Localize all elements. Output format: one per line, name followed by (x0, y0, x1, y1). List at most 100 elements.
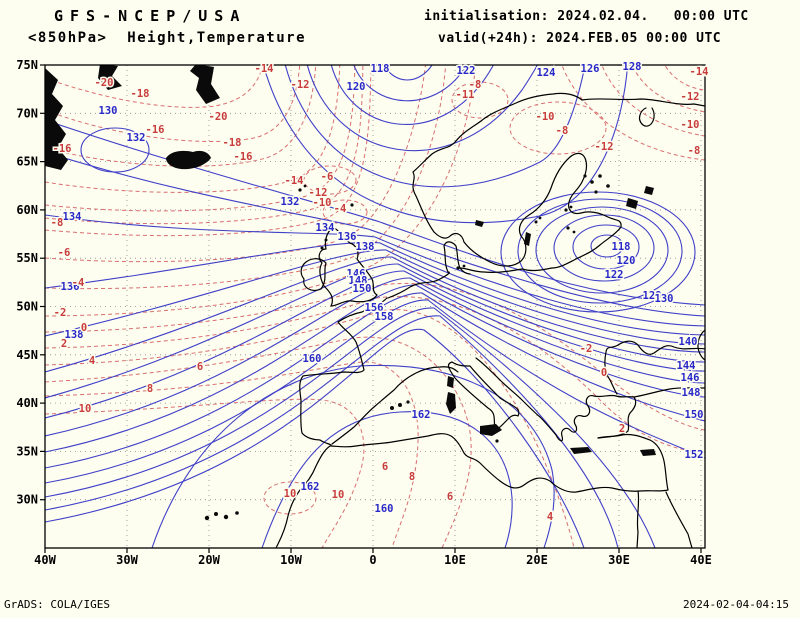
valid-time: valid(+24h): 2024.FEB.05 00:00 UTC (438, 31, 722, 46)
temp-contour-label: 4 (89, 355, 95, 367)
temp-contour-label: -18 (131, 88, 150, 100)
coastlines (275, 92, 705, 548)
temp-contour-label: -16 (53, 143, 72, 155)
height-contour-label: 160 (303, 353, 322, 365)
temp-contour-label: -12 (309, 187, 328, 199)
level-field-title: <850hPa> Height,Temperature (28, 30, 307, 46)
temp-contour-label: -4 (72, 277, 85, 289)
temp-contour-label: 2 (61, 338, 67, 350)
height-contours-path (45, 249, 705, 345)
faroe-island (303, 184, 307, 188)
coast-adriatic-greece-blacksea-south (475, 357, 705, 442)
balearic-island (398, 403, 402, 407)
temp-contour-label: 8 (147, 383, 153, 395)
temp-contours-path (631, 65, 705, 113)
coast-great-britain (318, 226, 378, 307)
height-contour-label: 140 (679, 336, 698, 348)
temp-contours-path (45, 65, 447, 290)
height-contours-path (590, 234, 624, 258)
coast-baltic (433, 152, 622, 273)
temp-contours-path (263, 481, 317, 515)
temp-contour-label: 10 (79, 403, 92, 415)
corsica (447, 376, 454, 388)
lon-tick-label: 10W (280, 553, 302, 567)
lon-tick-label: 20W (198, 553, 220, 567)
height-contour-label: 158 (375, 311, 394, 323)
height-contour-label: 148 (349, 275, 368, 287)
height-contours-path (45, 270, 705, 419)
lon-tick-label: 0 (369, 553, 376, 567)
lat-tick-label: 60N (16, 203, 38, 217)
coast-norway (412, 92, 705, 233)
temp-contour-label: -18 (223, 137, 242, 149)
height-contours-path (45, 299, 705, 484)
finnish-lake (583, 174, 587, 178)
temp-contour-label: -14 (255, 63, 274, 75)
height-contours-path (572, 224, 640, 270)
estonian-island (572, 230, 576, 234)
height-contours-path (45, 307, 656, 548)
coast-morocco (275, 445, 331, 548)
finnish-lake (590, 180, 594, 184)
temp-contour-label: 6 (447, 491, 453, 503)
temp-contours-path (561, 65, 705, 161)
temp-contours-path (45, 336, 472, 548)
temp-contour-label: 0 (601, 367, 607, 379)
sicily (480, 424, 502, 436)
coast-atlantic-france-iberia (299, 297, 388, 447)
temp-contour-label: -4 (334, 203, 347, 215)
temp-contours-path (45, 361, 419, 548)
temp-contour-label: -20 (209, 111, 228, 123)
height-contours-path (284, 65, 586, 188)
finnish-lake (594, 190, 598, 194)
temp-contours-path (664, 65, 705, 91)
danish-island (462, 264, 466, 268)
temp-contour-label: -14 (690, 66, 709, 78)
height-contour-label: 136 (338, 231, 357, 243)
temp-contours-path (45, 65, 426, 263)
coast-turkey-levant-africa (330, 433, 669, 493)
height-contour-label: 148 (682, 387, 701, 399)
initialisation-time: initialisation: 2024.02.04. 00:00 UTC (424, 9, 749, 24)
height-contour-label: 146 (681, 372, 700, 384)
height-contour-label: 138 (65, 329, 84, 341)
balearic-island (390, 406, 394, 410)
malta (495, 439, 499, 443)
height-contour-label: 118 (371, 63, 390, 75)
temp-contours-path (45, 65, 364, 225)
stockholm-archipelago (538, 216, 542, 220)
temp-contours-path (45, 65, 264, 108)
canary-island (214, 512, 218, 516)
height-contours-path (262, 65, 629, 224)
height-contours-path (330, 65, 495, 125)
aland-island (564, 208, 568, 212)
height-contours-path (535, 206, 669, 294)
height-contours-path (45, 284, 705, 453)
temp-contour-label: 0 (81, 322, 87, 334)
danish-island (456, 266, 460, 270)
creation-timestamp: 2024-02-04-04:15 (683, 598, 789, 611)
height-contour-label: 138 (356, 241, 375, 253)
temp-contour-label: -8 (556, 125, 569, 137)
shetland-island (350, 203, 354, 207)
lon-tick-label: 20E (526, 553, 548, 567)
height-contours-path (45, 151, 705, 317)
lat-tick-label: 55N (16, 251, 38, 265)
canary-island (204, 515, 210, 521)
temp-contour-label: -8 (688, 145, 701, 157)
lon-tick-label: 10E (444, 553, 466, 567)
coast-italy (447, 361, 520, 431)
temp-contour-label: -10 (536, 111, 555, 123)
lat-tick-label: 45N (16, 348, 38, 362)
temp-contour-label: -12 (681, 91, 700, 103)
height-contours-path (306, 65, 538, 152)
greenland-blob (190, 65, 220, 104)
height-contours-path (45, 277, 705, 437)
land-fills (45, 65, 656, 521)
lat-tick-label: 40N (16, 396, 38, 410)
lake-ladoga (626, 198, 638, 209)
temp-contour-label: -20 (95, 77, 114, 89)
height-contour-label: 118 (612, 241, 631, 253)
sardinia (446, 392, 456, 414)
